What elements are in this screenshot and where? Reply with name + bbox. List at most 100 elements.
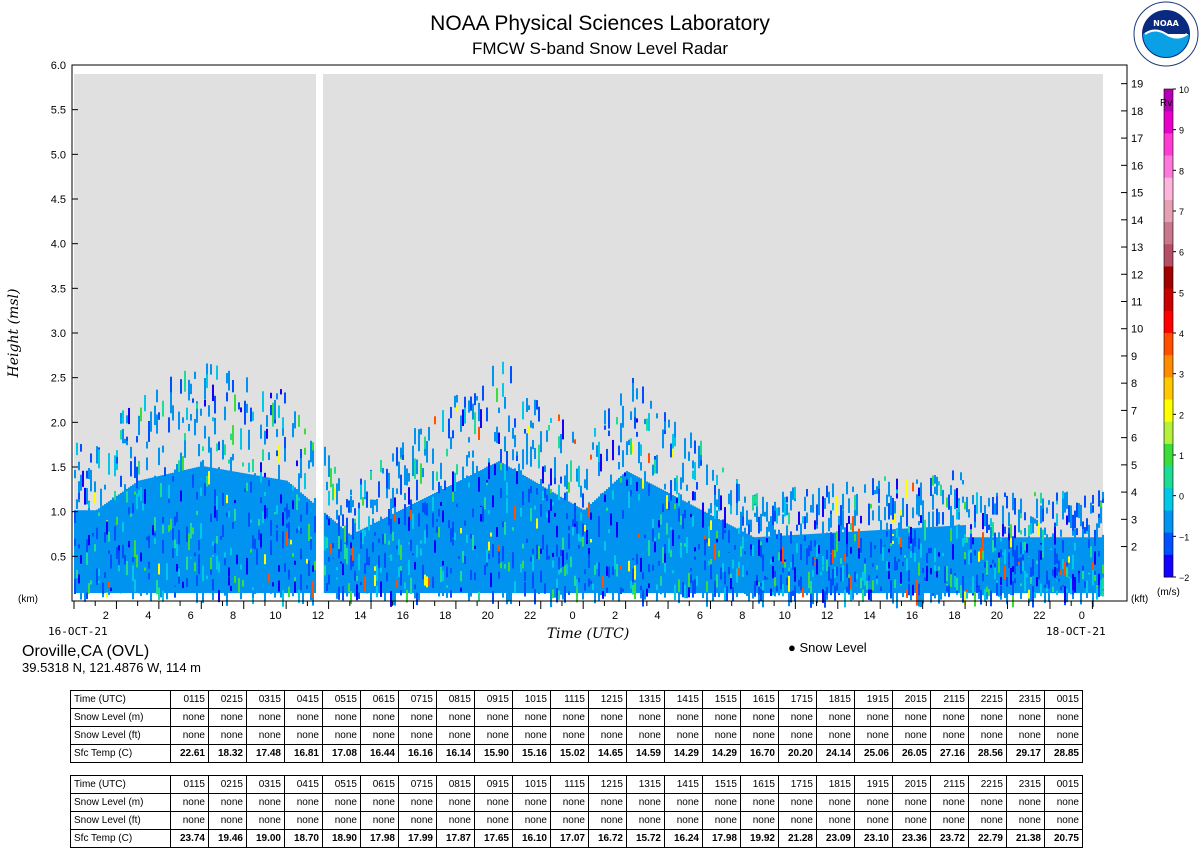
echo-column xyxy=(306,497,308,593)
echo-streak xyxy=(970,533,972,549)
echo-column xyxy=(846,531,848,593)
echo-streak xyxy=(370,499,372,509)
table-cell: 17.08 xyxy=(322,744,361,763)
echo-streak xyxy=(806,512,808,523)
echo-streak xyxy=(462,409,464,427)
echo-cell xyxy=(302,546,304,559)
table-cell: none xyxy=(778,811,817,830)
echo-cell xyxy=(618,501,620,510)
echo-cell xyxy=(518,540,520,555)
echo-cell xyxy=(1036,561,1038,571)
echo-cell xyxy=(1076,538,1078,548)
echo-cell xyxy=(806,583,808,594)
table-cell: 16.81 xyxy=(284,744,323,763)
echo-streak xyxy=(996,496,998,515)
echo-cell xyxy=(756,563,758,575)
echo-streak xyxy=(250,407,252,422)
echo-streak xyxy=(670,443,672,458)
echo-cell xyxy=(558,548,560,561)
echo-streak xyxy=(76,499,78,509)
echo-cell xyxy=(502,501,504,506)
echo-streak xyxy=(300,457,302,479)
echo-streak xyxy=(1042,529,1044,540)
echo-streak xyxy=(1036,519,1038,527)
echo-cell xyxy=(770,588,772,596)
echo-cell xyxy=(96,537,98,553)
echo-streak xyxy=(514,468,516,482)
echo-cell xyxy=(80,553,82,564)
echo-cell xyxy=(592,583,594,591)
echo-cell xyxy=(244,545,246,554)
echo-cell xyxy=(766,538,768,543)
echo-cell xyxy=(1010,587,1012,596)
echo-cell xyxy=(800,574,802,586)
echo-streak xyxy=(588,503,590,517)
echo-cell xyxy=(906,589,908,598)
echo-streak xyxy=(238,402,240,410)
echo-streak xyxy=(538,406,540,422)
echo-cell xyxy=(384,544,386,553)
colorbar-tick-label: 10 xyxy=(1179,85,1189,95)
table-cell: none xyxy=(816,793,855,812)
echo-cell xyxy=(694,556,696,560)
echo-cell xyxy=(396,545,398,551)
echo-streak xyxy=(724,507,726,529)
echo-streak xyxy=(1002,521,1004,537)
echo-cell xyxy=(524,571,526,581)
echo-cell xyxy=(620,477,622,483)
table-cell: 2315 xyxy=(1006,775,1045,794)
echo-cell xyxy=(472,534,474,551)
echo-cell xyxy=(542,534,544,550)
echo-cell xyxy=(172,528,174,541)
echo-cell xyxy=(358,592,360,599)
echo-cell xyxy=(592,558,594,575)
echo-cell xyxy=(712,522,714,534)
echo-cell xyxy=(362,529,364,545)
echo-cell xyxy=(450,567,452,574)
echo-cell xyxy=(876,575,878,579)
echo-cell xyxy=(476,496,478,514)
echo-cell xyxy=(532,530,534,535)
echo-cell xyxy=(438,527,440,538)
echo-cell xyxy=(1066,562,1068,566)
echo-cell xyxy=(1058,560,1060,572)
echo-streak xyxy=(162,445,164,453)
echo-column xyxy=(748,534,750,593)
echo-column xyxy=(98,508,100,593)
echo-cell xyxy=(404,574,406,583)
echo-cell xyxy=(228,576,230,586)
echo-cell xyxy=(170,554,172,564)
echo-cell xyxy=(324,575,326,589)
echo-cell xyxy=(108,582,110,588)
echo-cell xyxy=(632,548,634,559)
echo-streak xyxy=(940,484,942,496)
echo-cell xyxy=(894,571,896,588)
row-header: Snow Level (ft) xyxy=(70,726,171,745)
echo-streak xyxy=(564,475,566,487)
echo-cell xyxy=(764,554,766,568)
echo-streak xyxy=(830,532,832,554)
echo-streak xyxy=(668,419,670,428)
echo-cell xyxy=(984,548,986,559)
echo-streak xyxy=(626,441,628,456)
echo-column xyxy=(574,504,576,593)
table-cell: none xyxy=(208,811,247,830)
echo-streak xyxy=(210,447,212,469)
echo-cell xyxy=(288,509,290,518)
echo-column xyxy=(422,498,424,593)
echo-streak xyxy=(78,492,80,500)
echo-column xyxy=(76,510,78,593)
echo-streak xyxy=(120,430,122,440)
echo-streak xyxy=(612,439,614,461)
echo-cell xyxy=(562,583,564,598)
echo-cell xyxy=(442,570,444,582)
echo-streak xyxy=(842,510,844,530)
echo-cell xyxy=(424,502,426,515)
echo-cell xyxy=(642,590,644,607)
echo-column xyxy=(700,509,702,593)
echo-cell xyxy=(960,552,962,567)
echo-streak xyxy=(628,439,630,446)
echo-column xyxy=(182,470,184,593)
echo-cell xyxy=(638,561,640,578)
echo-cell xyxy=(554,554,556,561)
